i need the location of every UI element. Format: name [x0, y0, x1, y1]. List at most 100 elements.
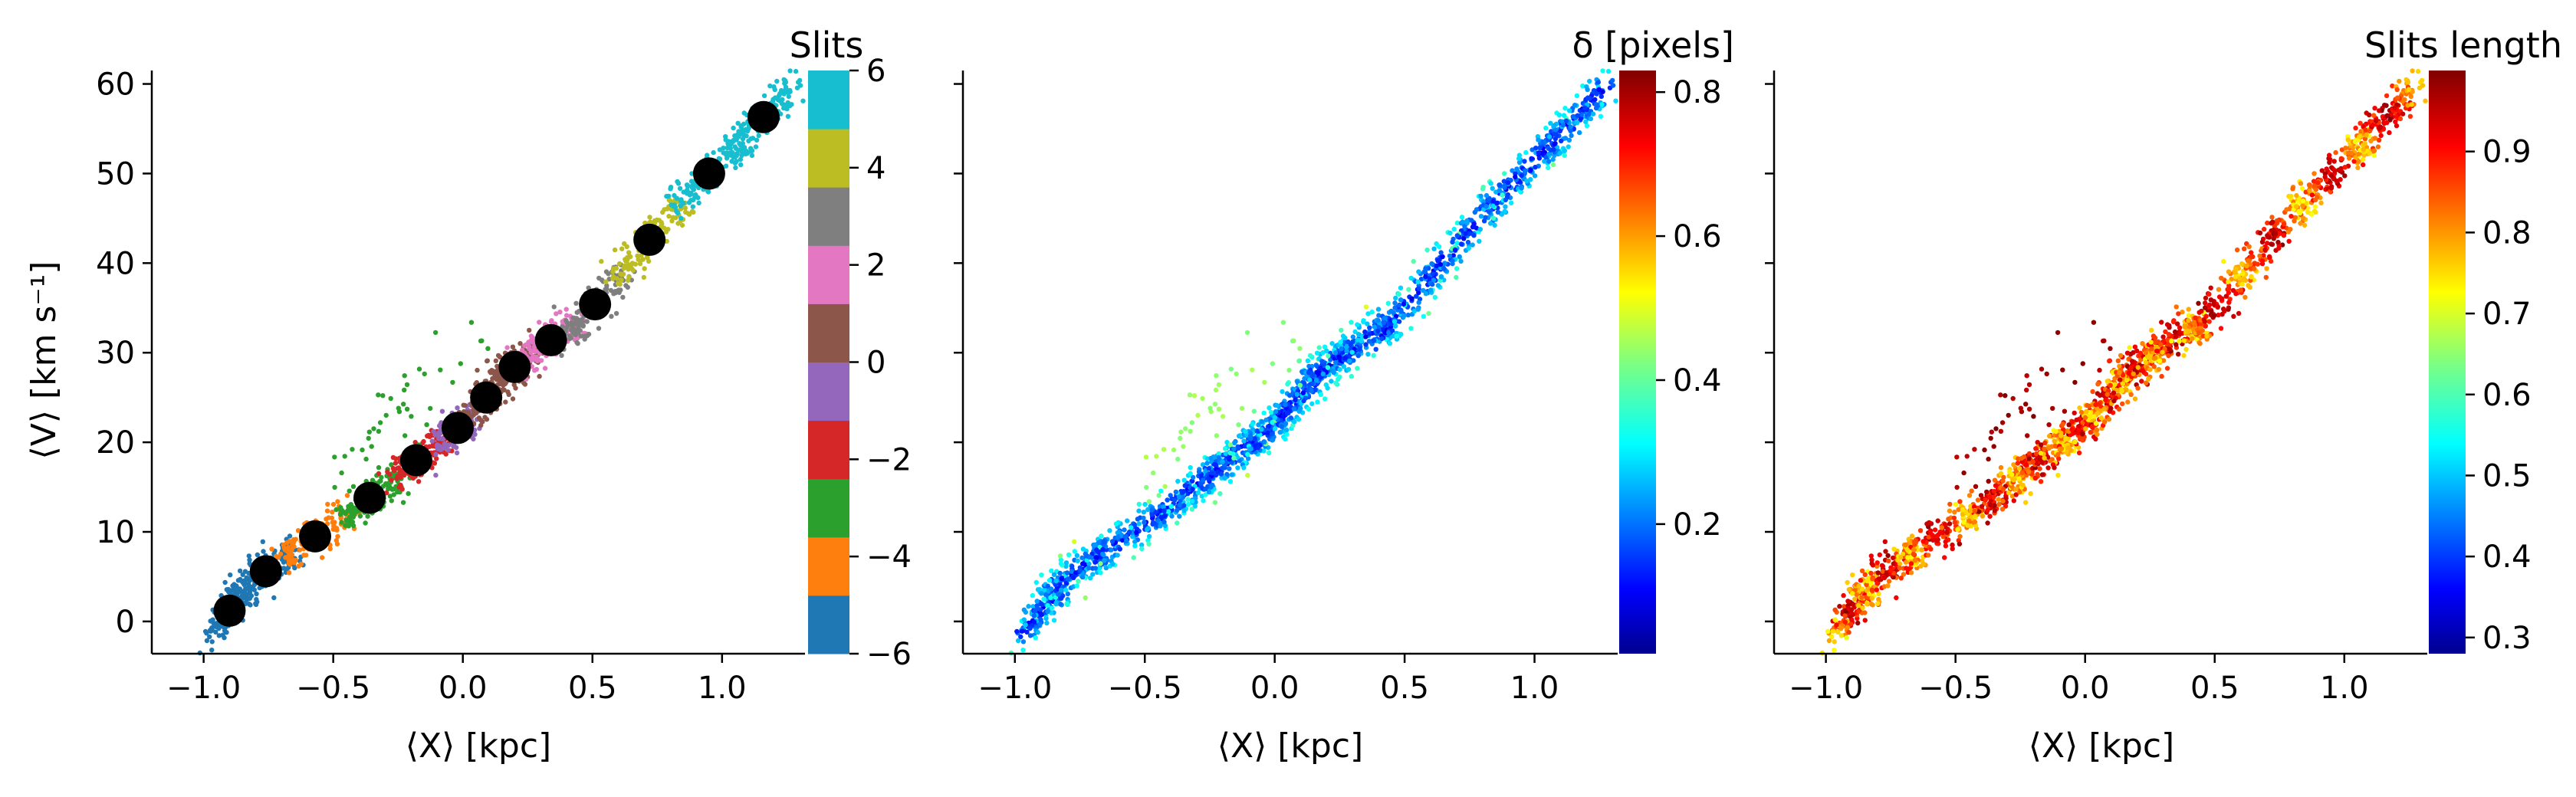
- delta-point: [1367, 331, 1372, 336]
- length-point: [1846, 587, 1852, 592]
- delta-point: [1436, 244, 1442, 249]
- delta-point: [1401, 301, 1407, 307]
- length-point: [2053, 428, 2058, 435]
- delta-point: [1087, 555, 1092, 560]
- delta-point: [1557, 150, 1562, 156]
- delta-point: [1094, 555, 1100, 560]
- x-tick-label: −1.0: [166, 671, 241, 706]
- colorbar-slits-segment: [808, 595, 849, 654]
- delta-point: [1361, 318, 1366, 323]
- delta-point: [1014, 628, 1020, 635]
- length-point: [1885, 583, 1891, 589]
- slit-point: [429, 438, 435, 444]
- delta-point: [1416, 300, 1421, 305]
- delta-point: [1200, 395, 1205, 402]
- slit-point: [735, 120, 741, 126]
- delta-point: [1359, 338, 1364, 344]
- length-point: [2047, 433, 2052, 439]
- slit-point: [619, 246, 625, 251]
- delta-point: [1268, 409, 1274, 415]
- length-point: [2042, 455, 2047, 461]
- slit-point: [237, 568, 243, 574]
- length-point: [1961, 520, 1967, 525]
- delta-point: [1252, 436, 1258, 441]
- slit-point: [443, 445, 449, 451]
- length-point: [1952, 520, 1957, 525]
- delta-point: [1566, 108, 1572, 113]
- delta-point: [1136, 501, 1142, 507]
- delta-point: [1288, 415, 1294, 421]
- slit-point: [738, 162, 744, 168]
- delta-point: [1536, 137, 1541, 143]
- slit-point: [564, 313, 570, 318]
- slit-point: [350, 513, 356, 519]
- delta-point: [1216, 456, 1221, 461]
- delta-point: [1281, 414, 1286, 419]
- delta-point: [1431, 246, 1437, 251]
- delta-point: [1107, 528, 1112, 533]
- slit-point: [635, 253, 640, 259]
- slit-point: [339, 520, 344, 525]
- delta-point: [1045, 608, 1050, 615]
- slit-point: [242, 578, 248, 584]
- slit-centre-marker: [747, 100, 780, 133]
- delta-point: [1196, 469, 1202, 474]
- slit-point: [391, 486, 396, 492]
- delta-point: [1039, 591, 1044, 596]
- length-point: [1897, 566, 1903, 571]
- delta-point: [1177, 513, 1182, 519]
- slit-point: [616, 287, 621, 293]
- delta-point: [1181, 503, 1187, 508]
- delta-point: [1416, 286, 1421, 291]
- length-point: [1996, 497, 2001, 502]
- slit-point: [397, 470, 402, 476]
- slit-point: [684, 182, 690, 188]
- delta-point: [1255, 445, 1260, 451]
- length-point: [2080, 431, 2085, 437]
- slit-point: [436, 446, 442, 451]
- slit-point: [281, 566, 287, 571]
- slit-point: [330, 510, 335, 515]
- length-point: [2039, 472, 2045, 477]
- delta-point: [1162, 508, 1167, 513]
- length-point: [1909, 533, 1915, 539]
- delta-point: [1034, 599, 1040, 604]
- delta-point: [1044, 620, 1050, 626]
- delta-point: [1141, 515, 1146, 521]
- slit-point: [388, 395, 393, 402]
- length-point: [1934, 538, 1940, 543]
- length-point: [1984, 489, 1990, 495]
- delta-point: [1465, 239, 1471, 245]
- length-point: [1849, 591, 1855, 596]
- slit-centre-marker: [534, 323, 567, 356]
- delta-point: [1109, 539, 1116, 544]
- length-point: [1905, 555, 1911, 560]
- slit-point: [612, 247, 618, 253]
- length-point: [2022, 500, 2029, 505]
- slit-point: [247, 587, 252, 592]
- delta-point: [1309, 381, 1316, 387]
- slit-point: [513, 385, 518, 391]
- delta-point: [1185, 497, 1191, 502]
- colorbar-tick-label: −2: [866, 442, 912, 477]
- slit-point: [222, 635, 227, 641]
- delta-point: [1035, 630, 1040, 635]
- length-point: [1876, 576, 1881, 582]
- slit-point: [290, 558, 296, 563]
- length-point: [1850, 572, 1855, 578]
- slit-point: [253, 601, 258, 606]
- length-point: [2037, 457, 2042, 462]
- slit-point: [537, 320, 542, 325]
- slit-point: [210, 617, 215, 622]
- delta-point: [1483, 215, 1488, 220]
- slit-point: [749, 153, 755, 159]
- length-point: [1869, 587, 1875, 592]
- delta-point: [1363, 304, 1369, 310]
- slit-point: [370, 477, 376, 483]
- slit-point: [531, 355, 536, 361]
- delta-point: [1076, 579, 1081, 584]
- length-point: [1904, 547, 1910, 553]
- delta-point: [1057, 553, 1063, 559]
- length-point: [2026, 456, 2032, 461]
- delta-point: [1059, 595, 1064, 601]
